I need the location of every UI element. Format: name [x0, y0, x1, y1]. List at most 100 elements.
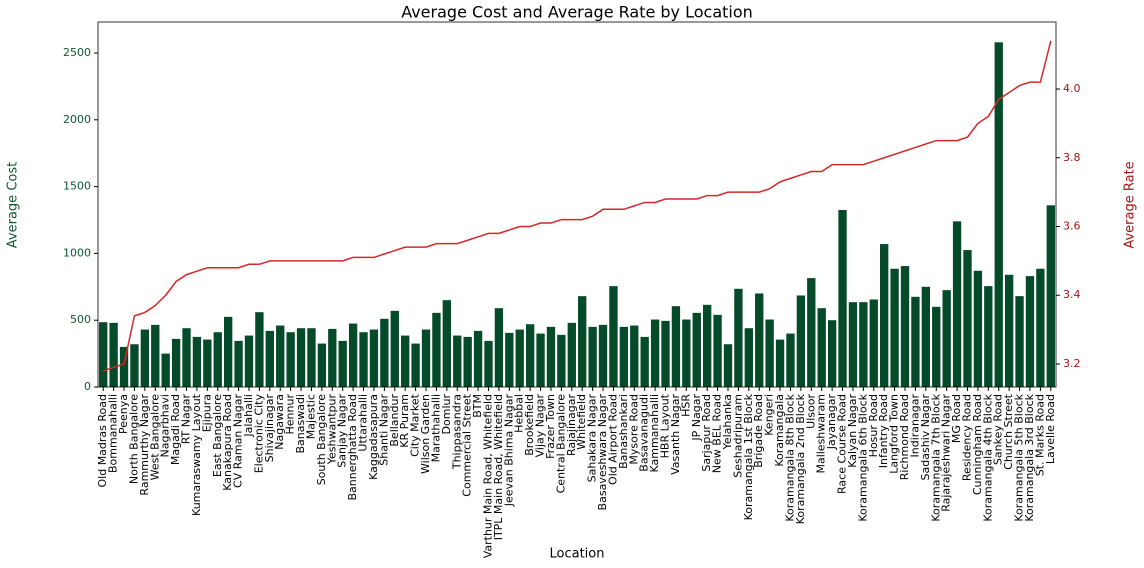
bar	[827, 320, 837, 387]
bar	[380, 318, 389, 387]
x-tick-label: KR Puram	[398, 394, 411, 448]
x-tick-label: Varthur Main Road, Whitefield	[481, 394, 494, 558]
x-tick-label: Old Madras Road	[96, 394, 109, 488]
bar	[1025, 276, 1035, 387]
bar	[952, 221, 962, 387]
bar	[515, 329, 524, 387]
x-tick-label: Old Airport Road	[606, 394, 619, 485]
x-tick-label: CV Raman Nagar	[232, 394, 245, 488]
bar	[963, 250, 972, 387]
x-tick-label: HBR Layout	[659, 393, 672, 458]
bar	[723, 344, 733, 387]
x-tick-label: Jalahalli	[242, 394, 255, 438]
x-tick-label: West Bangalore	[148, 394, 161, 481]
x-tick-label: Marathahalli	[429, 394, 442, 462]
bar	[682, 319, 691, 387]
bar	[99, 322, 108, 387]
x-tick-label: Kammanahalli	[648, 394, 661, 473]
x-tick-label: Nagarbhavi	[159, 394, 172, 457]
x-tick-label: Rajajinagar	[565, 394, 578, 456]
bar	[119, 346, 129, 387]
x-tick-label: Uttarahalli	[357, 394, 370, 452]
bar	[671, 306, 681, 387]
x-tick-label: Ulsoor	[804, 394, 817, 429]
y-tick-label: 0	[84, 380, 91, 393]
x-tick-label: Hosur Road	[867, 394, 880, 457]
bar	[140, 329, 150, 387]
bar	[578, 296, 587, 387]
bar	[442, 300, 452, 387]
bar	[546, 326, 556, 387]
x-tick-label: City Market	[409, 393, 422, 457]
bar	[609, 286, 618, 387]
x-tick-label: Lavelle Road	[1044, 394, 1057, 464]
x-tick-label: Bommanahalli	[107, 394, 120, 473]
bar	[557, 334, 566, 387]
bar	[348, 323, 358, 387]
bar	[401, 335, 410, 387]
bar	[1036, 268, 1045, 387]
y2-tick-label: 4.0	[1063, 82, 1081, 95]
bar	[880, 244, 889, 387]
x-tick-label: Sankey Road	[992, 394, 1005, 465]
bar	[702, 304, 712, 387]
bar	[911, 296, 920, 387]
bar	[411, 343, 420, 387]
x-tick-label: Koramangala 4th Block	[981, 393, 994, 521]
bar	[796, 295, 806, 387]
x-tick-label: Rammurthy Nagar	[138, 394, 151, 496]
bar	[661, 320, 670, 387]
bar	[838, 209, 847, 387]
y2-tick-label: 3.2	[1063, 357, 1081, 370]
bar	[286, 332, 295, 387]
bar	[734, 288, 743, 387]
x-tick-label: Koramangala 1st Block	[742, 393, 755, 520]
bar	[328, 328, 337, 387]
x-tick-label: Indiranagar	[908, 394, 921, 458]
x-tick-label: Basaveshwara Nagar	[596, 394, 609, 511]
x-tick-label: Koramangala 8th Block	[783, 393, 796, 521]
x-tick-label: St. Marks Road	[1033, 394, 1046, 476]
bar	[463, 336, 472, 387]
bar	[161, 353, 170, 387]
bar	[421, 329, 431, 387]
x-tick-label: Sarjapur Road	[700, 394, 713, 472]
y-tick-label: 2500	[63, 46, 91, 59]
x-tick-label: North Bangalore	[127, 394, 140, 484]
bar	[984, 286, 993, 387]
bar	[296, 328, 306, 387]
bar	[276, 325, 285, 387]
x-tick-label: Wilson Garden	[419, 394, 432, 474]
bar	[942, 290, 951, 387]
x-tick-label: Shivajinagar	[263, 394, 276, 463]
x-tick-label: Langford Town	[888, 394, 901, 474]
bar	[109, 322, 118, 387]
bar	[1004, 274, 1014, 387]
x-tick-label: Hennur	[284, 394, 297, 435]
bar	[994, 42, 1003, 388]
x-tick-label: Banashankari	[617, 394, 630, 469]
x-tick-label: Electronic City	[252, 394, 265, 474]
bar	[630, 325, 639, 387]
y-tick-label: 1500	[63, 180, 91, 193]
x-tick-label: Yelahanka	[721, 394, 734, 450]
x-tick-label: Commercial Street	[461, 393, 474, 496]
x-axis-label: Location	[550, 547, 605, 562]
bar	[567, 322, 576, 387]
x-tick-label: East Bangalore	[211, 394, 224, 477]
x-tick-label: South Bangalore	[315, 394, 328, 486]
bar	[755, 293, 764, 387]
x-tick-label: Koramangala 7th Block	[929, 393, 942, 521]
bar	[619, 326, 629, 387]
bar	[390, 310, 399, 387]
x-tick-label: Residency Road	[960, 394, 973, 481]
y-tick-label: 500	[70, 313, 91, 326]
x-tick-label: Magadi Road	[169, 394, 182, 465]
bar	[536, 333, 545, 387]
bar	[359, 332, 368, 387]
x-tick-label: Frazer Town	[544, 394, 557, 459]
y-tick-label: 1000	[63, 246, 91, 259]
bar	[588, 326, 597, 387]
bar	[890, 268, 899, 387]
